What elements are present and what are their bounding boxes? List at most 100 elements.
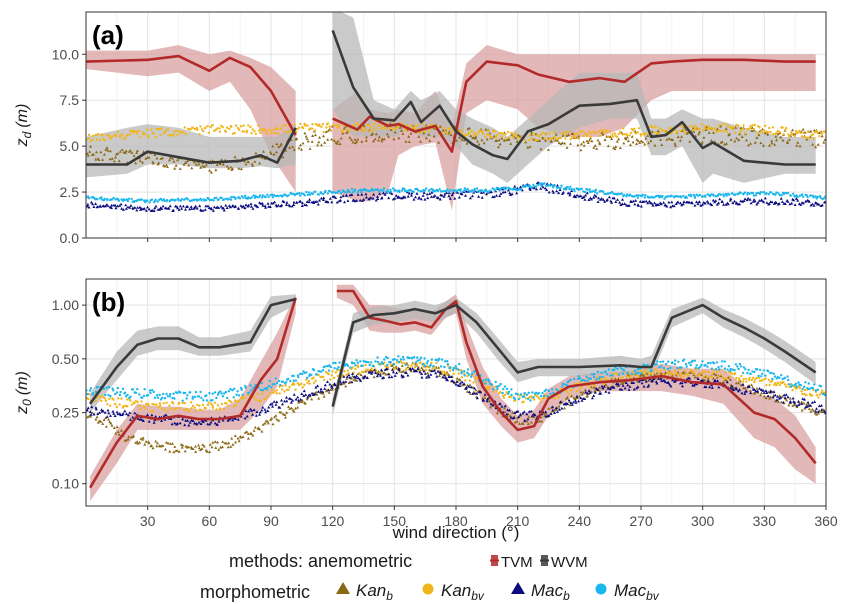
data-point bbox=[749, 372, 752, 376]
data-point bbox=[823, 393, 826, 397]
data-point bbox=[652, 126, 655, 129]
data-point bbox=[270, 131, 273, 135]
data-point bbox=[667, 195, 670, 198]
data-point bbox=[193, 160, 197, 164]
data-point bbox=[201, 443, 205, 446]
data-point bbox=[306, 381, 309, 384]
data-point bbox=[798, 386, 802, 390]
data-point bbox=[200, 128, 204, 131]
y-axis-label: zd(m) bbox=[14, 104, 34, 148]
data-point bbox=[585, 139, 589, 143]
legend-marker-circle bbox=[595, 583, 607, 595]
data-point bbox=[89, 413, 93, 416]
data-point bbox=[630, 372, 634, 376]
data-point bbox=[197, 420, 201, 424]
data-point bbox=[702, 370, 705, 373]
data-point bbox=[357, 123, 360, 127]
data-point bbox=[595, 387, 599, 390]
data-point bbox=[564, 133, 567, 136]
data-point bbox=[773, 375, 777, 378]
data-point bbox=[375, 374, 379, 378]
data-point bbox=[409, 368, 413, 371]
band-wvm bbox=[332, 297, 816, 416]
data-point bbox=[110, 206, 113, 210]
data-point bbox=[429, 123, 432, 127]
data-point bbox=[175, 449, 179, 452]
data-point bbox=[137, 129, 140, 133]
data-point bbox=[393, 130, 397, 134]
data-point bbox=[543, 390, 546, 393]
data-point bbox=[300, 372, 304, 376]
data-point bbox=[551, 186, 555, 189]
data-point bbox=[778, 383, 781, 387]
data-point bbox=[470, 375, 473, 378]
data-point bbox=[327, 388, 330, 392]
data-point bbox=[158, 128, 162, 131]
data-point bbox=[732, 388, 736, 392]
data-point bbox=[283, 399, 287, 403]
data-point bbox=[178, 204, 182, 208]
data-point bbox=[171, 156, 174, 160]
data-point bbox=[468, 383, 472, 387]
data-point bbox=[259, 388, 263, 392]
data-point bbox=[807, 382, 810, 385]
data-point bbox=[553, 397, 556, 400]
data-point bbox=[798, 194, 801, 197]
data-point bbox=[345, 131, 349, 134]
data-point bbox=[272, 400, 276, 403]
data-point bbox=[768, 143, 771, 147]
data-point bbox=[300, 398, 304, 402]
data-point bbox=[748, 198, 752, 201]
data-point bbox=[631, 199, 635, 203]
data-point bbox=[261, 194, 264, 197]
data-point bbox=[462, 382, 466, 385]
data-point bbox=[820, 408, 824, 411]
data-point bbox=[266, 386, 269, 389]
data-point bbox=[644, 136, 648, 140]
data-point bbox=[570, 403, 574, 406]
data-point bbox=[551, 184, 554, 187]
data-point bbox=[149, 391, 152, 395]
data-point bbox=[129, 129, 132, 133]
data-point bbox=[220, 158, 223, 161]
data-point bbox=[214, 168, 218, 172]
data-point bbox=[99, 205, 102, 208]
data-point bbox=[749, 142, 753, 145]
data-point bbox=[588, 130, 591, 134]
data-point bbox=[724, 127, 728, 130]
data-point bbox=[531, 187, 534, 190]
data-point bbox=[582, 195, 586, 198]
data-point bbox=[789, 194, 792, 197]
data-point bbox=[391, 187, 395, 190]
data-point bbox=[329, 365, 332, 369]
data-point bbox=[107, 417, 111, 421]
data-point bbox=[133, 402, 136, 405]
data-point bbox=[598, 375, 602, 379]
data-point bbox=[525, 419, 529, 423]
data-point bbox=[122, 208, 125, 211]
data-point bbox=[254, 414, 258, 417]
data-point bbox=[726, 202, 730, 206]
data-point bbox=[598, 130, 601, 133]
data-point bbox=[791, 128, 794, 132]
data-point bbox=[745, 380, 748, 383]
data-point bbox=[460, 370, 463, 373]
data-point bbox=[624, 137, 628, 141]
data-point bbox=[96, 396, 99, 400]
data-point bbox=[225, 441, 229, 445]
data-point bbox=[500, 404, 504, 408]
data-point bbox=[313, 129, 317, 132]
data-point bbox=[139, 408, 142, 411]
data-point bbox=[592, 394, 596, 397]
data-point bbox=[596, 370, 600, 373]
data-point bbox=[318, 136, 322, 139]
data-point bbox=[407, 364, 410, 367]
data-point bbox=[334, 196, 338, 199]
data-point bbox=[412, 362, 415, 365]
data-point bbox=[404, 129, 408, 132]
data-point bbox=[383, 368, 387, 371]
data-point bbox=[751, 124, 754, 127]
data-point bbox=[735, 201, 739, 204]
data-point bbox=[513, 397, 516, 401]
data-point bbox=[498, 402, 502, 405]
